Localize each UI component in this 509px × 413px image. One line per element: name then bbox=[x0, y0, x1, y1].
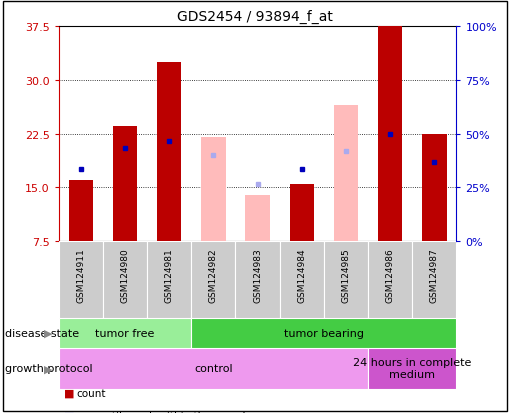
Text: percentile rank within the sample: percentile rank within the sample bbox=[76, 411, 252, 413]
Text: GSM124984: GSM124984 bbox=[297, 248, 305, 302]
Text: control: control bbox=[193, 363, 232, 373]
Text: ▶: ▶ bbox=[44, 363, 52, 373]
Text: tumor free: tumor free bbox=[95, 328, 154, 338]
Bar bbox=[59, 242, 103, 318]
Text: GSM124986: GSM124986 bbox=[385, 248, 394, 302]
Text: count: count bbox=[76, 388, 106, 398]
Text: ■: ■ bbox=[64, 388, 74, 398]
Bar bbox=[112, 127, 137, 242]
Text: disease state: disease state bbox=[5, 328, 79, 338]
Bar bbox=[59, 348, 367, 389]
Text: GSM124982: GSM124982 bbox=[209, 248, 217, 302]
Bar bbox=[421, 134, 446, 242]
Text: 24 hours in complete
medium: 24 hours in complete medium bbox=[352, 358, 470, 379]
Bar bbox=[279, 242, 323, 318]
Text: GSM124911: GSM124911 bbox=[76, 248, 85, 302]
Bar bbox=[69, 181, 93, 242]
Bar bbox=[201, 138, 225, 242]
Text: GSM124981: GSM124981 bbox=[164, 248, 173, 302]
Bar bbox=[59, 318, 191, 348]
Bar bbox=[367, 242, 411, 318]
Bar bbox=[411, 242, 456, 318]
Text: GSM124983: GSM124983 bbox=[252, 248, 262, 302]
Bar bbox=[333, 106, 357, 242]
Bar bbox=[191, 242, 235, 318]
Bar bbox=[323, 242, 367, 318]
Bar bbox=[103, 242, 147, 318]
Bar bbox=[191, 318, 456, 348]
Bar bbox=[147, 242, 191, 318]
Text: ▶: ▶ bbox=[44, 328, 52, 338]
Text: growth protocol: growth protocol bbox=[5, 363, 93, 373]
Text: tumor bearing: tumor bearing bbox=[284, 328, 363, 338]
Bar bbox=[367, 348, 456, 389]
Text: GSM124987: GSM124987 bbox=[429, 248, 438, 302]
Bar bbox=[235, 242, 279, 318]
Bar bbox=[245, 195, 269, 242]
Text: ■: ■ bbox=[64, 411, 74, 413]
Text: GSM124980: GSM124980 bbox=[120, 248, 129, 302]
Bar bbox=[377, 27, 402, 242]
Bar bbox=[289, 184, 314, 242]
Text: GSM124985: GSM124985 bbox=[341, 248, 350, 302]
Bar bbox=[157, 63, 181, 242]
Text: GDS2454 / 93894_f_at: GDS2454 / 93894_f_at bbox=[177, 10, 332, 24]
